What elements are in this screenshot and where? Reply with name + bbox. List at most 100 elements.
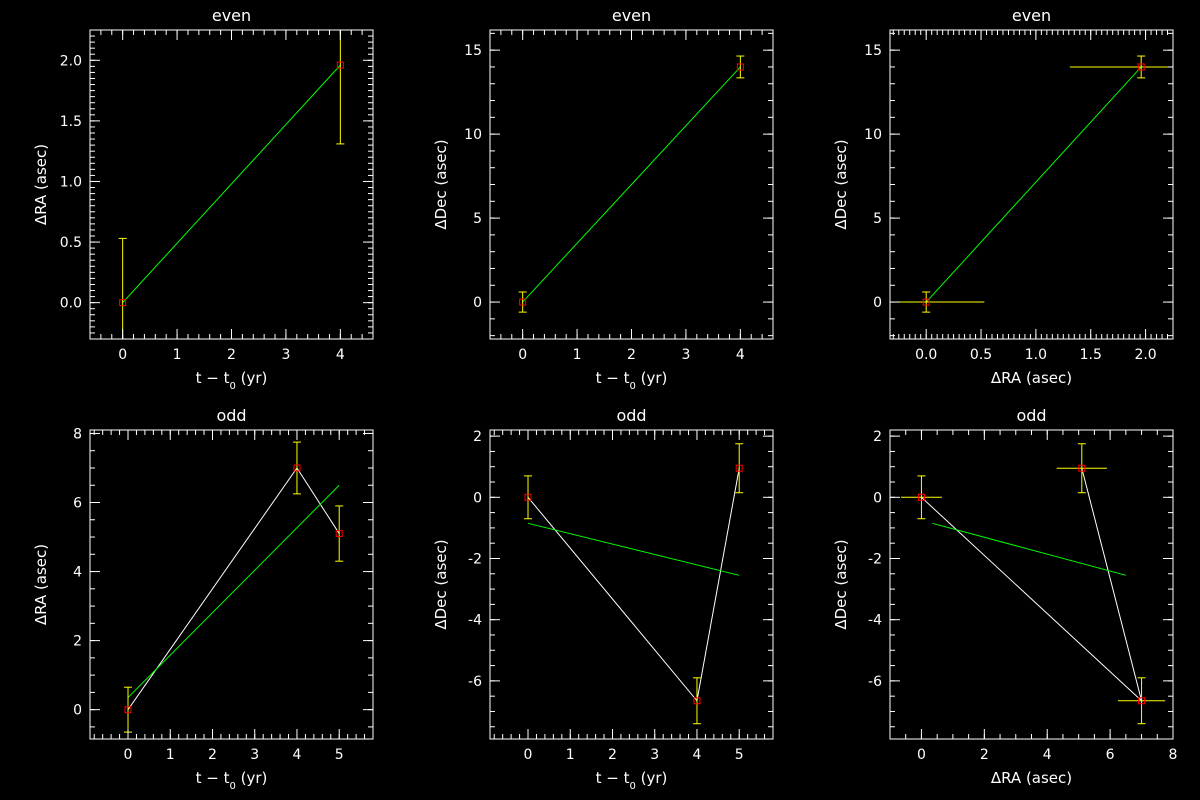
fit-line	[522, 66, 741, 303]
data-point	[119, 299, 127, 307]
connect-line	[921, 468, 1143, 703]
panel-6: 0 2 4 6 8 -6 -4 -2 0 2 odd ΔRA (asec) ΔDec (asec)	[832, 406, 1177, 787]
y-tick-label: 15	[464, 43, 482, 59]
x-tick-label: 2	[980, 747, 989, 763]
data-point	[335, 530, 343, 538]
plot-data	[524, 443, 744, 725]
y-axis-label: ΔDec (asec)	[432, 139, 450, 229]
x-tick-label: 2	[227, 347, 236, 363]
x-axis-label: t − t0 (yr)	[196, 369, 268, 392]
x-tick-label: 6	[1106, 747, 1115, 763]
panel-title: even	[212, 6, 251, 25]
y-tick-label: 0	[473, 295, 482, 311]
y-tick-label: 8	[73, 426, 82, 442]
plot-data	[124, 441, 344, 733]
x-tick-label: 2	[208, 747, 217, 763]
x-tick-label: 4	[1043, 747, 1052, 763]
data-point	[735, 464, 743, 472]
y-tick-label: 2	[473, 429, 482, 445]
data-point	[519, 298, 527, 306]
y-tick-label: 10	[464, 127, 482, 143]
x-tick-label: 0	[118, 347, 127, 363]
fit-line	[925, 66, 1142, 303]
plot-data	[118, 30, 345, 339]
x-tick-label: 0.5	[970, 347, 992, 363]
plot-frame	[489, 429, 774, 740]
x-tick-label: 4	[693, 747, 702, 763]
data-point	[922, 298, 930, 306]
x-tick-label: 3	[681, 347, 690, 363]
y-axis-label: ΔRA (asec)	[32, 144, 50, 225]
x-tick-label: 0	[917, 747, 926, 763]
plot-data	[901, 443, 1166, 725]
plot-data	[518, 55, 745, 313]
y-tick-label: 1.5	[60, 114, 82, 130]
data-point	[693, 697, 701, 705]
data-point	[124, 706, 132, 714]
panel-title: even	[612, 6, 651, 25]
panel-title: odd	[1016, 406, 1046, 425]
x-tick-label: 5	[335, 747, 344, 763]
x-tick-label: 4	[293, 747, 302, 763]
y-tick-label: 5	[873, 211, 882, 227]
y-tick-label: -6	[868, 674, 882, 690]
y-tick-label: 2	[873, 429, 882, 445]
x-tick-label: 1	[173, 347, 182, 363]
x-tick-label: 1	[566, 747, 575, 763]
y-tick-label: 15	[864, 43, 882, 59]
data-point	[736, 63, 744, 71]
y-tick-label: 10	[864, 127, 882, 143]
panel-title: odd	[216, 406, 246, 425]
y-tick-label: 2.0	[60, 53, 82, 69]
data-point	[917, 493, 925, 501]
connect-line	[527, 468, 740, 702]
y-axis-label: ΔDec (asec)	[832, 539, 850, 629]
x-axis-label: ΔRA (asec)	[991, 369, 1072, 387]
panel-2: 0 1 2 3 4 0 5 10 15 even t − t0 (yr) ΔDec (asec)	[432, 6, 774, 392]
x-tick-label: 0	[518, 347, 527, 363]
x-axis-label: ΔRA (asec)	[991, 769, 1072, 787]
x-tick-label: 3	[281, 347, 290, 363]
y-tick-label: -2	[468, 551, 482, 567]
x-tick-label: 2.0	[1134, 347, 1156, 363]
y-tick-label: 0	[473, 490, 482, 506]
data-point	[336, 61, 344, 69]
panel-5: 0 1 2 3 4 5 -6 -4 -2 0 2 odd t − t0 (yr) ΔDec (asec)	[432, 406, 774, 792]
x-tick-label: 1.0	[1025, 347, 1047, 363]
y-tick-label: 4	[73, 565, 82, 581]
plot-frame	[889, 29, 1174, 340]
y-tick-label: 0.5	[60, 235, 82, 251]
fit-line	[122, 64, 341, 303]
y-tick-label: 6	[73, 496, 82, 512]
plot-frame	[889, 429, 1174, 740]
y-axis-label: ΔRA (asec)	[32, 544, 50, 625]
x-tick-label: 2	[627, 347, 636, 363]
x-tick-label: 3	[650, 747, 659, 763]
y-tick-label: 0	[873, 490, 882, 506]
y-tick-label: 0	[73, 703, 82, 719]
x-tick-label: 0.0	[915, 347, 937, 363]
fit-line	[932, 522, 1126, 576]
y-tick-label: 1.0	[60, 174, 82, 190]
x-tick-label: 4	[736, 347, 745, 363]
x-axis-label: t − t0 (yr)	[596, 369, 668, 392]
data-point	[293, 464, 301, 472]
y-tick-label: -6	[468, 674, 482, 690]
y-tick-label: 0.0	[60, 296, 82, 312]
panel-title: odd	[616, 406, 646, 425]
data-point	[1138, 697, 1146, 705]
y-axis-label: ΔDec (asec)	[832, 139, 850, 229]
y-tick-label: -2	[868, 551, 882, 567]
x-tick-label: 2	[608, 747, 617, 763]
x-tick-label: 8	[1169, 747, 1178, 763]
panel-1: 0 1 2 3 4 0.0 0.5 1.0 1.5 2.0 even t − t0 (yr) ΔRA (…	[32, 6, 374, 392]
y-tick-label: -4	[868, 613, 882, 629]
data-point	[524, 493, 532, 501]
data-point	[1078, 464, 1086, 472]
y-tick-label: 0	[873, 295, 882, 311]
x-tick-label: 3	[250, 747, 259, 763]
x-tick-label: 1	[166, 747, 175, 763]
y-tick-label: -4	[468, 613, 482, 629]
fit-line	[527, 522, 740, 576]
